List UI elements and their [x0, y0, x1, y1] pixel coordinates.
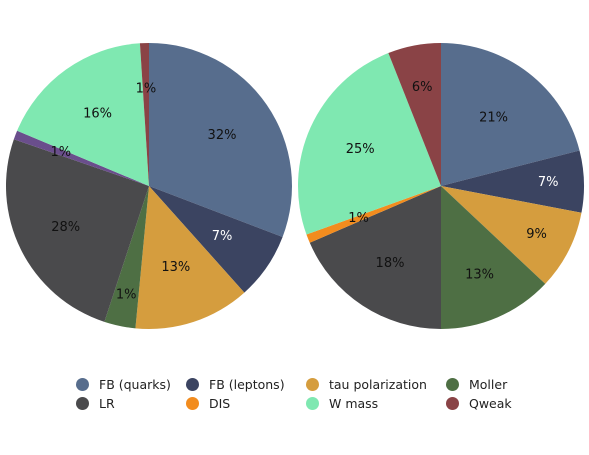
legend-swatch-moller: [446, 377, 459, 391]
pie2-label-fb-leptons: 7%: [538, 175, 559, 190]
pie2-slice-dis: [306, 186, 441, 243]
pie1-label-lr: 28%: [51, 220, 80, 235]
legend-swatch-lr: [76, 396, 89, 410]
pie2-label-w-mass: 25%: [346, 142, 375, 157]
legend: FB (quarks) FB (leptons) tau polarizatio…: [76, 376, 546, 411]
legend-label-fb-leptons: FB (leptons): [209, 376, 285, 392]
pie2-label-qweak: 6%: [412, 80, 433, 95]
pie1-label-fb-quarks: 32%: [208, 128, 237, 143]
legend-swatch-w-mass: [306, 396, 319, 410]
legend-item-tau-polarization: tau polarization: [306, 376, 446, 392]
pie1-label-moller: 1%: [116, 288, 137, 303]
legend-item-fb-quarks: FB (quarks): [76, 376, 186, 392]
pie1-slice-fb-quarks: [149, 43, 292, 238]
legend-label-fb-quarks: FB (quarks): [99, 376, 171, 392]
legend-item-dis: DIS: [186, 395, 306, 411]
pie2-slice-fb-leptons: [441, 150, 585, 213]
pie1-label-qweak: 1%: [136, 81, 157, 96]
legend-label-lr: LR: [99, 395, 115, 411]
legend-label-w-mass: W mass: [329, 395, 379, 411]
legend-item-w-mass: W mass: [306, 395, 446, 411]
legend-label-moller: Moller: [469, 376, 508, 392]
pie2-slice-w-mass: [297, 53, 441, 235]
legend-label-dis: DIS: [209, 395, 231, 411]
legend-item-moller: Moller: [446, 376, 536, 392]
pie1-label-extra: 1%: [50, 145, 71, 160]
pie1-slice-moller: [104, 186, 149, 329]
pie2-slice-moller: [441, 186, 546, 329]
pie2-label-tau-polarization: 9%: [526, 227, 547, 242]
pie1-slice-lr: [5, 139, 149, 322]
pie2-label-lr: 18%: [376, 256, 405, 271]
legend-swatch-fb-leptons: [186, 377, 199, 391]
legend-swatch-dis: [186, 396, 199, 410]
legend-item-qweak: Qweak: [446, 395, 536, 411]
legend-label-qweak: Qweak: [469, 395, 512, 411]
pie2-slice-lr: [309, 186, 441, 329]
legend-swatch-qweak: [446, 396, 459, 410]
pie2-label-moller: 13%: [465, 268, 494, 283]
pie1-label-fb-leptons: 7%: [212, 229, 233, 244]
pie2-slice-qweak: [388, 43, 441, 186]
pie1-slice-tau-polarization: [135, 186, 245, 329]
pie2-slice-fb-quarks: [441, 42, 580, 186]
legend-label-tau-polarization: tau polarization: [329, 376, 427, 392]
pie-chart-2: 21% 7% 9% 13% 18% 1% 25% 6%: [297, 42, 585, 329]
pie2-slice-tau-polarization: [441, 186, 582, 284]
pie2-label-dis: 1%: [348, 211, 369, 226]
pie1-slice-fb-leptons: [149, 186, 283, 293]
pie1-label-w-mass: 16%: [83, 106, 112, 121]
legend-item-lr: LR: [76, 395, 186, 411]
pie-chart-1: 32% 7% 13% 1% 28% 1% 16% 1%: [5, 43, 292, 329]
legend-swatch-fb-quarks: [76, 377, 89, 391]
pie1-slice-w-mass: [17, 43, 149, 186]
pie1-slice-extra: [13, 130, 149, 186]
legend-item-fb-leptons: FB (leptons): [186, 376, 306, 392]
legend-swatch-tau-polarization: [306, 377, 319, 391]
pie1-label-tau-polarization: 13%: [161, 260, 190, 275]
pie2-label-fb-quarks: 21%: [479, 111, 508, 126]
pie1-slice-qweak: [139, 43, 149, 186]
